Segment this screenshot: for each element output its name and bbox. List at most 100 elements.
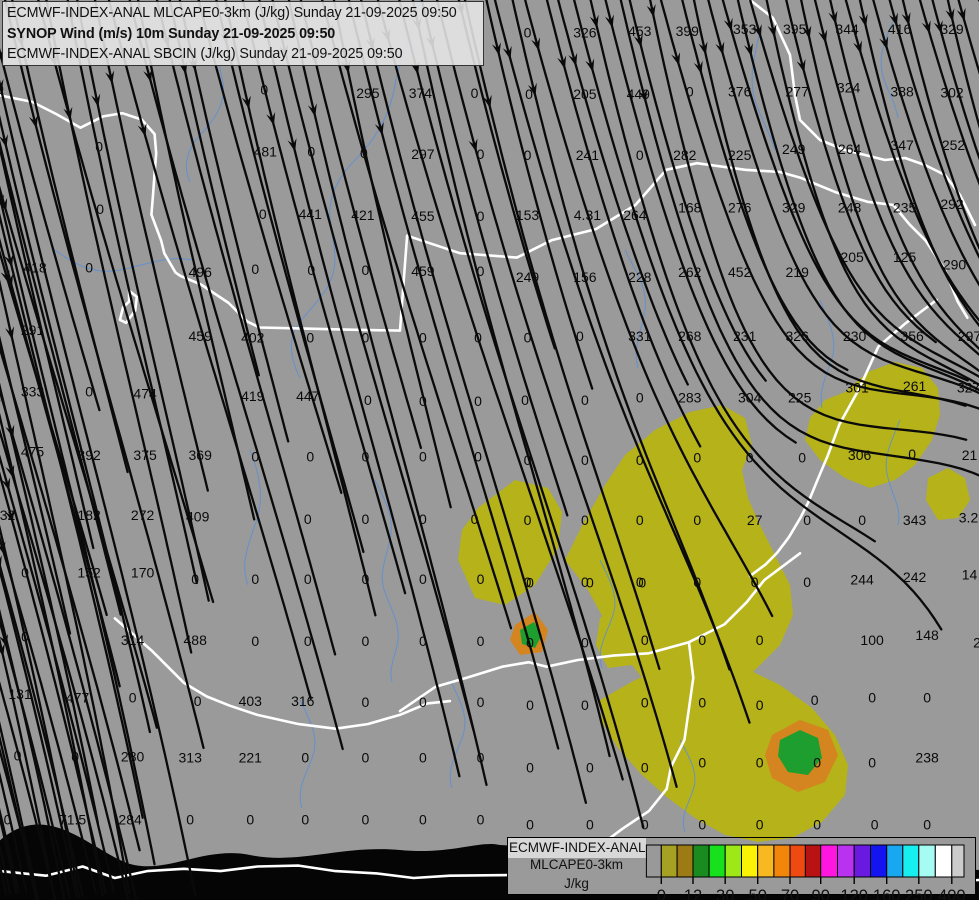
svg-text:0: 0 — [526, 697, 534, 713]
svg-text:228: 228 — [628, 269, 652, 285]
svg-text:0: 0 — [251, 633, 259, 649]
svg-text:356: 356 — [900, 328, 924, 344]
svg-text:304: 304 — [738, 389, 762, 405]
svg-text:0: 0 — [526, 575, 534, 591]
svg-text:156: 156 — [573, 269, 597, 285]
svg-text:9: 9 — [0, 81, 4, 97]
svg-text:0: 0 — [746, 449, 754, 465]
svg-text:0: 0 — [477, 633, 485, 649]
svg-text:277: 277 — [786, 83, 810, 99]
svg-text:264: 264 — [838, 141, 862, 157]
svg-text:0: 0 — [868, 689, 876, 705]
svg-text:0: 0 — [477, 811, 485, 827]
svg-text:0: 0 — [360, 145, 368, 161]
svg-text:0: 0 — [362, 633, 370, 649]
svg-text:421: 421 — [351, 207, 375, 223]
svg-text:313: 313 — [179, 749, 203, 765]
svg-text:0: 0 — [362, 449, 370, 465]
svg-text:182: 182 — [77, 507, 101, 523]
svg-text:0: 0 — [419, 749, 427, 765]
svg-text:455: 455 — [411, 208, 435, 224]
svg-text:0: 0 — [524, 25, 532, 41]
svg-text:252: 252 — [942, 137, 966, 153]
svg-text:0: 0 — [85, 260, 93, 276]
svg-text:0: 0 — [301, 749, 309, 765]
svg-text:0: 0 — [641, 759, 649, 775]
svg-text:152: 152 — [77, 565, 101, 581]
svg-text:276: 276 — [728, 199, 752, 215]
svg-text:0: 0 — [477, 749, 485, 765]
svg-text:0: 0 — [362, 511, 370, 527]
svg-text:14: 14 — [962, 567, 978, 583]
svg-text:0: 0 — [693, 449, 701, 465]
svg-text:403: 403 — [239, 693, 263, 709]
svg-text:0: 0 — [301, 811, 309, 827]
svg-text:0: 0 — [636, 389, 644, 405]
svg-text:0: 0 — [4, 811, 12, 827]
svg-text:0: 0 — [586, 575, 594, 591]
svg-text:0: 0 — [923, 689, 931, 705]
svg-text:0: 0 — [474, 330, 482, 346]
svg-text:0: 0 — [581, 392, 589, 408]
svg-text:205: 205 — [840, 249, 864, 265]
svg-text:0: 0 — [474, 393, 482, 409]
svg-text:205: 205 — [573, 86, 597, 102]
svg-text:283: 283 — [678, 389, 702, 405]
svg-text:291: 291 — [21, 322, 45, 338]
svg-text:0: 0 — [477, 571, 485, 587]
svg-text:0: 0 — [581, 697, 589, 713]
svg-text:374: 374 — [409, 85, 433, 101]
svg-text:0: 0 — [85, 384, 93, 400]
svg-text:148: 148 — [915, 627, 939, 643]
svg-text:0: 0 — [21, 565, 29, 581]
svg-text:0: 0 — [698, 754, 706, 770]
svg-text:168: 168 — [678, 199, 702, 215]
svg-text:0: 0 — [191, 571, 199, 587]
svg-text:0: 0 — [521, 392, 529, 408]
svg-text:0: 0 — [95, 139, 103, 155]
svg-text:0: 0 — [419, 633, 427, 649]
svg-text:0: 0 — [96, 201, 104, 217]
svg-text:353: 353 — [733, 21, 757, 37]
svg-text:369: 369 — [189, 447, 213, 463]
svg-text:297: 297 — [958, 328, 979, 344]
svg-text:0: 0 — [251, 449, 259, 465]
svg-text:0: 0 — [586, 759, 594, 775]
svg-text:326: 326 — [786, 328, 810, 344]
svg-text:0: 0 — [524, 512, 532, 528]
svg-text:0: 0 — [194, 693, 202, 709]
svg-text:0: 0 — [477, 694, 485, 710]
svg-text:0: 0 — [636, 512, 644, 528]
svg-text:0: 0 — [259, 206, 267, 222]
svg-text:0: 0 — [304, 511, 312, 527]
svg-text:459: 459 — [411, 263, 435, 279]
svg-text:0: 0 — [251, 261, 259, 277]
svg-text:0: 0 — [304, 571, 312, 587]
svg-text:230: 230 — [843, 328, 867, 344]
svg-text:0: 0 — [813, 754, 821, 770]
svg-text:0: 0 — [526, 817, 534, 833]
svg-text:306: 306 — [848, 447, 872, 463]
svg-text:0: 0 — [526, 634, 534, 650]
svg-text:2: 2 — [973, 634, 979, 650]
svg-text:0: 0 — [698, 694, 706, 710]
svg-text:0: 0 — [186, 811, 194, 827]
svg-text:0: 0 — [260, 82, 268, 98]
svg-text:0: 0 — [14, 747, 22, 763]
svg-text:0: 0 — [419, 511, 427, 527]
svg-text:0: 0 — [362, 330, 370, 346]
svg-text:268: 268 — [678, 328, 702, 344]
svg-text:0: 0 — [419, 811, 427, 827]
svg-text:0: 0 — [923, 817, 931, 833]
svg-text:0: 0 — [581, 512, 589, 528]
svg-text:343: 343 — [903, 512, 927, 528]
svg-text:419: 419 — [241, 388, 265, 404]
svg-text:0: 0 — [362, 749, 370, 765]
svg-text:0: 0 — [524, 147, 532, 163]
svg-text:297: 297 — [411, 146, 435, 162]
svg-text:249: 249 — [782, 141, 806, 157]
svg-text:3.2: 3.2 — [959, 509, 979, 525]
svg-text:0: 0 — [636, 147, 644, 163]
svg-text:0: 0 — [419, 571, 427, 587]
svg-text:344: 344 — [835, 21, 859, 37]
